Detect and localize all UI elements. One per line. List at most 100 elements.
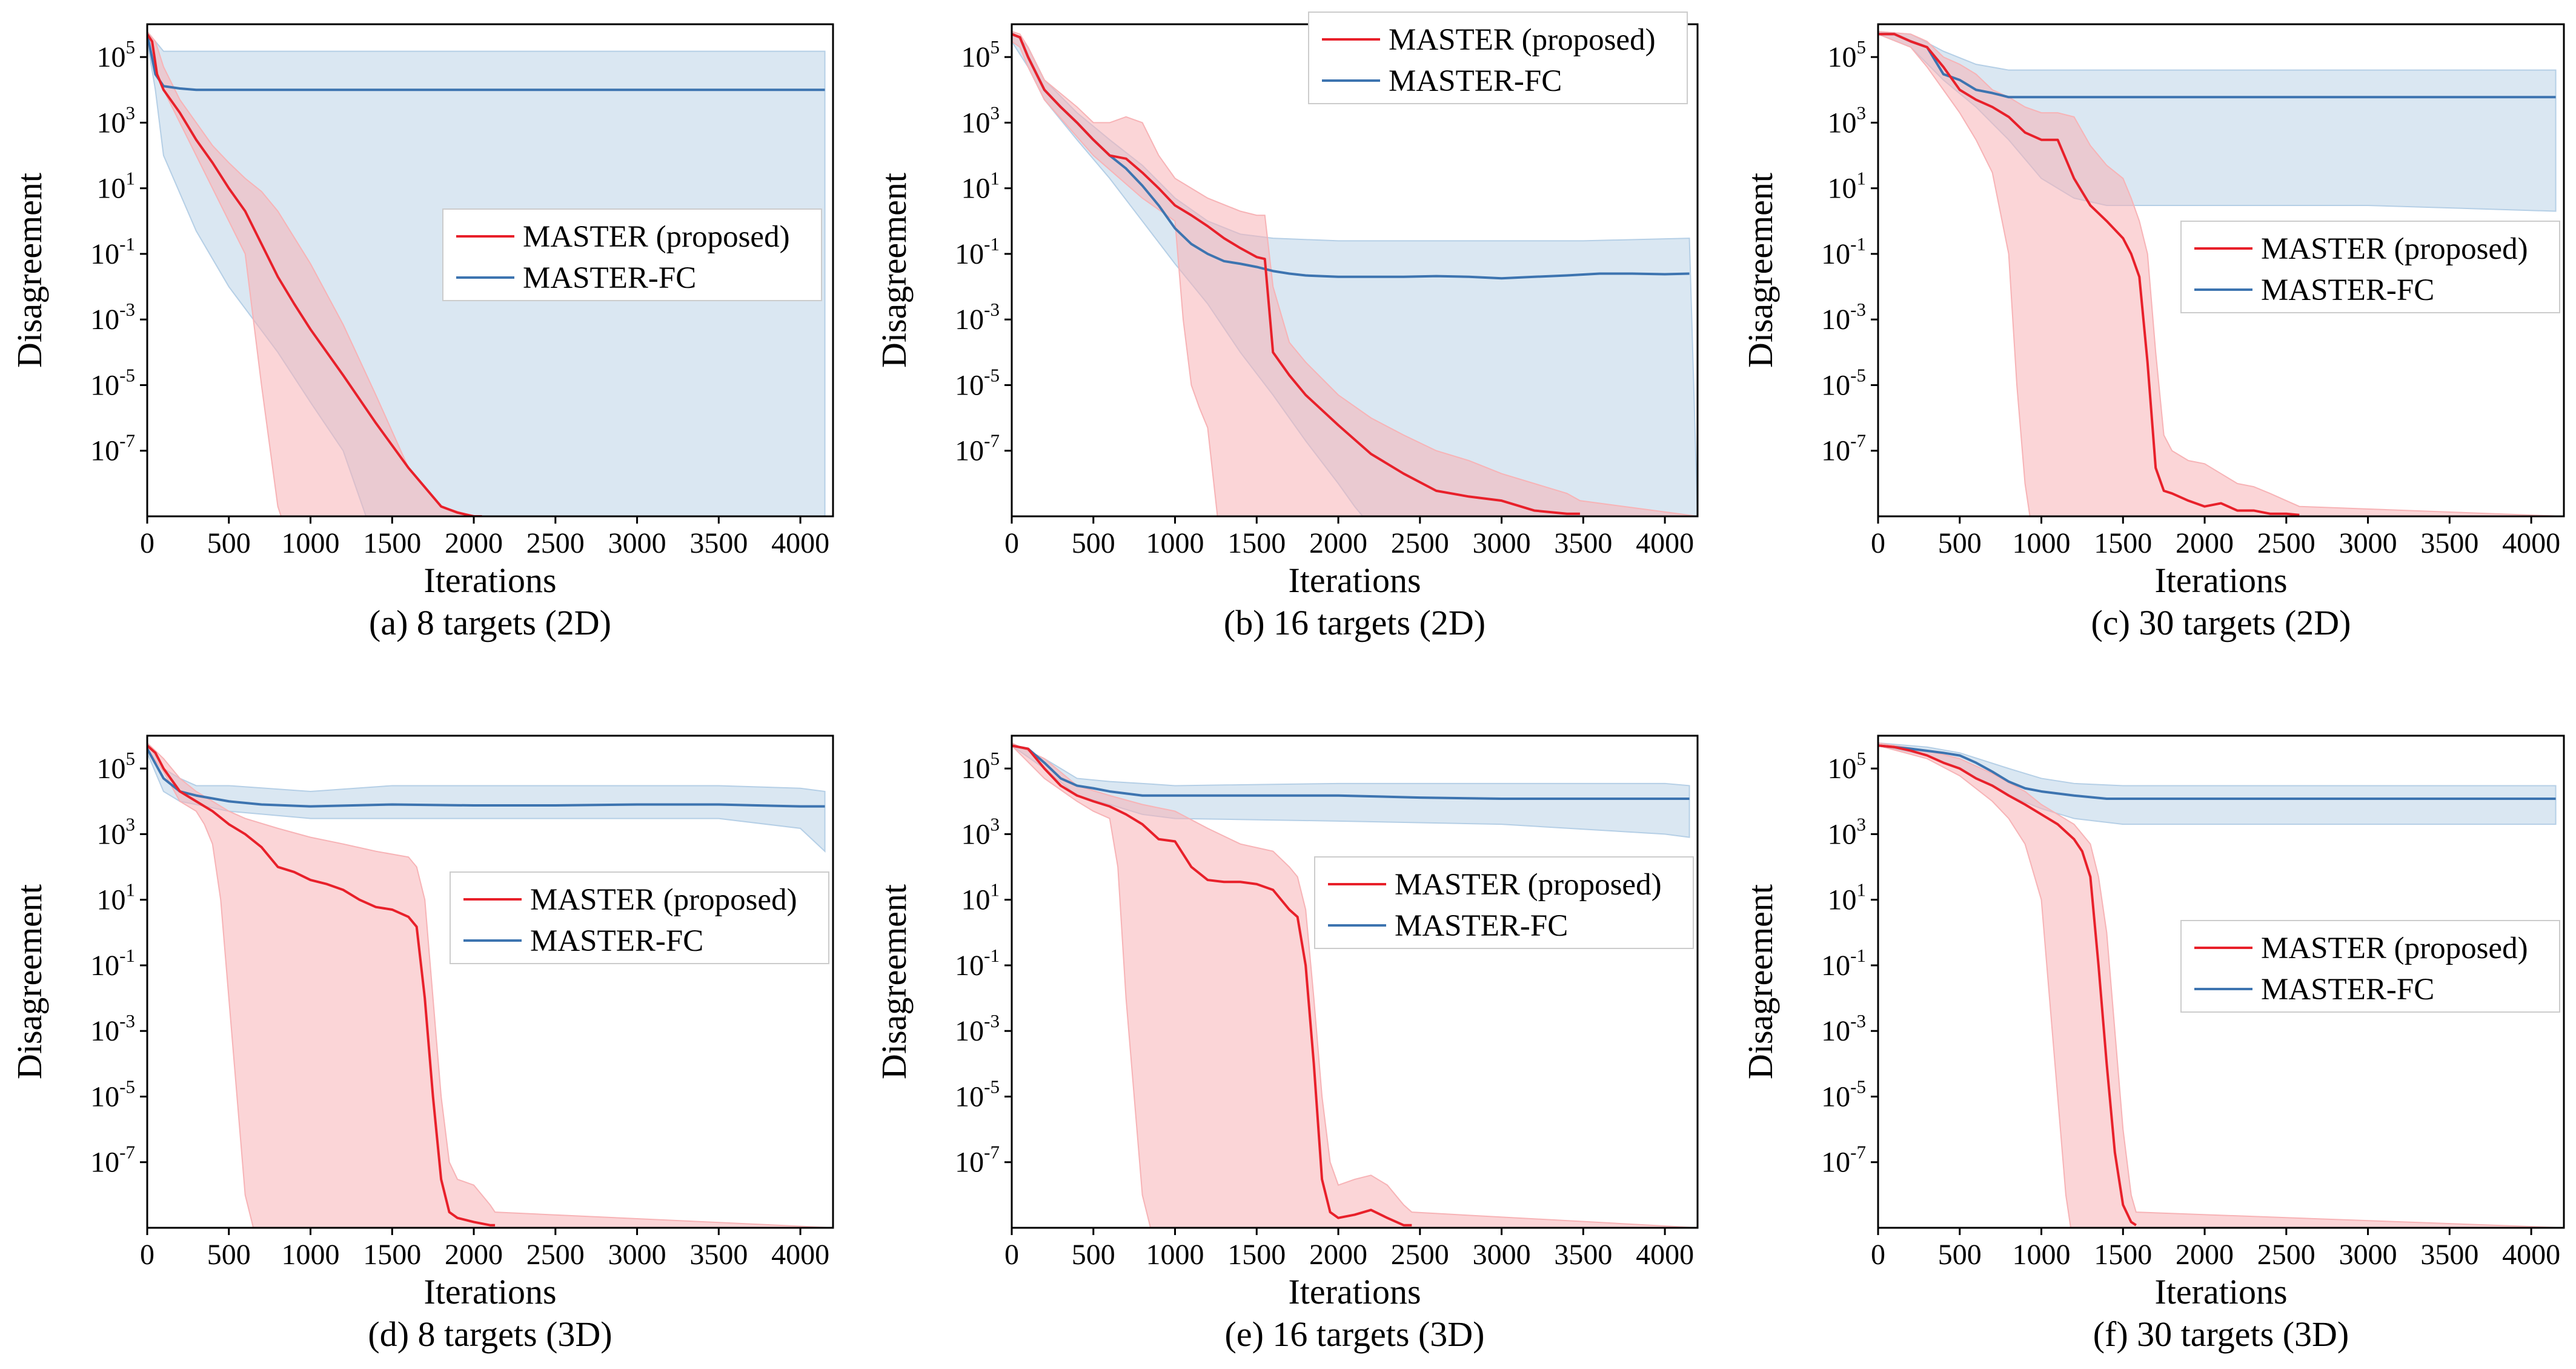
x-tick-label: 1500 — [1227, 527, 1286, 559]
y-tick-label: 101 — [961, 879, 1000, 916]
y-tick-label: 10-1 — [1821, 945, 1866, 982]
x-tick-label: 3000 — [1473, 1239, 1531, 1271]
x-axis-label: Iterations — [423, 1272, 556, 1311]
x-axis-label: Iterations — [423, 561, 556, 600]
x-tick-label: 1500 — [2094, 1239, 2152, 1271]
plot-area — [1012, 30, 1698, 516]
y-tick-label: 105 — [961, 748, 1000, 785]
legend-label-fc: MASTER-FC — [2261, 273, 2434, 307]
x-tick-label: 4000 — [2502, 1239, 2560, 1271]
y-tick-label: 103 — [961, 813, 1000, 850]
y-tick-label: 10-1 — [1821, 233, 1866, 270]
y-tick-label: 10-1 — [955, 945, 1000, 982]
plot-frame — [1877, 23, 2565, 518]
y-axis-label: Disagreement — [10, 884, 49, 1079]
plot-area — [1878, 742, 2564, 1228]
fc-line — [1012, 744, 1690, 800]
legend-label-fc: MASTER-FC — [1395, 909, 1568, 943]
x-axis-label: Iterations — [2154, 561, 2287, 600]
x-tick-label: 0 — [1871, 1239, 1885, 1271]
y-tick-label: 10-1 — [90, 233, 135, 270]
x-tick-label: 500 — [1938, 1239, 1982, 1271]
legend-label-fc: MASTER-FC — [530, 924, 703, 958]
x-axis-label: Iterations — [2154, 1272, 2287, 1311]
chart-panel-6: 0 500 1000 1500 2000 2500 3000 3500 4000 105 103 10… — [1741, 734, 2565, 1354]
master-confidence-band — [1012, 742, 1698, 1228]
x-tick-label: 2500 — [1391, 527, 1449, 559]
x-tick-label: 2500 — [2257, 527, 2315, 559]
fc-line — [1878, 744, 2556, 800]
x-tick-label: 4000 — [1636, 527, 1694, 559]
x-tick-label: 2000 — [445, 527, 503, 559]
x-tick-label: 1000 — [282, 1239, 340, 1271]
x-tick-label: 4000 — [771, 527, 829, 559]
x-tick-label: 500 — [1072, 527, 1115, 559]
y-tick-label: 105 — [97, 748, 136, 785]
legend-box — [450, 871, 829, 964]
legend-label-master: MASTER (proposed) — [1395, 868, 1662, 902]
y-tick-label: 10-3 — [955, 1010, 1000, 1047]
x-tick-label: 500 — [207, 1239, 251, 1271]
x-tick-label: 0 — [1004, 527, 1019, 559]
x-tick-label: 2000 — [2176, 527, 2234, 559]
x-axis-label: Iterations — [1288, 1272, 1421, 1311]
y-tick-label: 105 — [1828, 36, 1867, 73]
y-tick-label: 10-3 — [1821, 299, 1866, 336]
x-tick-label: 1500 — [2094, 527, 2152, 559]
y-tick-label: 10-7 — [1821, 1142, 1866, 1179]
plot-frame — [1011, 734, 1699, 1229]
y-axis-label: Disagreement — [874, 173, 914, 368]
y-tick-label: 105 — [1828, 748, 1867, 785]
y-tick-label: 10-7 — [1821, 430, 1866, 467]
y-tick-label: 10-1 — [955, 233, 1000, 270]
y-tick-label: 10-7 — [90, 1142, 135, 1179]
y-axis-label: Disagreement — [1741, 173, 1780, 368]
x-tick-label: 1000 — [1146, 527, 1204, 559]
x-tick-label: 3000 — [608, 1239, 666, 1271]
x-tick-label: 2000 — [2176, 1239, 2234, 1271]
x-tick-label: 3500 — [2420, 527, 2478, 559]
plot-frame — [146, 23, 834, 518]
panel-caption: (c) 30 targets (2D) — [2091, 603, 2351, 642]
master-line — [1878, 744, 2137, 1227]
chart-panel-4: 0 500 1000 1500 2000 2500 3000 3500 4000 105 103 10… — [10, 734, 834, 1354]
chart-panel-5: 0 500 1000 1500 2000 2500 3000 3500 4000 105 103 10… — [874, 734, 1699, 1354]
y-tick-label: 10-5 — [955, 1076, 1000, 1113]
x-tick-label: 2000 — [445, 1239, 503, 1271]
panel-caption: (f) 30 targets (3D) — [2093, 1314, 2349, 1354]
master-confidence-band — [1012, 30, 1698, 516]
legend-label-fc: MASTER-FC — [1389, 64, 1562, 98]
y-tick-label: 10-5 — [1821, 364, 1866, 401]
x-tick-label: 3500 — [2420, 1239, 2478, 1271]
x-tick-label: 2000 — [1309, 527, 1367, 559]
y-axis-label: Disagreement — [1741, 884, 1780, 1079]
x-tick-label: 0 — [140, 1239, 154, 1271]
x-tick-label: 3500 — [689, 527, 748, 559]
x-tick-label: 1500 — [363, 1239, 421, 1271]
x-tick-label: 500 — [207, 527, 251, 559]
y-tick-label: 10-7 — [955, 430, 1000, 467]
y-tick-label: 103 — [1828, 813, 1867, 850]
plot-area — [1878, 31, 2564, 516]
y-tick-label: 10-3 — [1821, 1010, 1866, 1047]
legend-label-master: MASTER (proposed) — [2261, 232, 2528, 266]
plot-area — [147, 742, 833, 1228]
x-tick-label: 3500 — [1554, 527, 1612, 559]
master-line — [1012, 33, 1580, 515]
x-tick-label: 1500 — [1227, 1239, 1286, 1271]
fc-line — [147, 33, 825, 92]
x-tick-label: 4000 — [2502, 527, 2560, 559]
y-tick-label: 105 — [961, 36, 1000, 73]
y-tick-label: 10-5 — [90, 364, 135, 401]
y-axis-label: Disagreement — [874, 884, 914, 1079]
y-tick-label: 10-3 — [90, 1010, 135, 1047]
legend: MASTER (proposed) MASTER-FC — [2180, 920, 2560, 1013]
x-tick-label: 3000 — [2339, 527, 2397, 559]
y-tick-label: 103 — [97, 813, 136, 850]
y-tick-label: 101 — [961, 168, 1000, 205]
legend-box — [2180, 221, 2560, 313]
legend-box — [1314, 856, 1694, 949]
y-tick-label: 10-7 — [90, 430, 135, 467]
x-tick-label: 1000 — [2013, 1239, 2071, 1271]
